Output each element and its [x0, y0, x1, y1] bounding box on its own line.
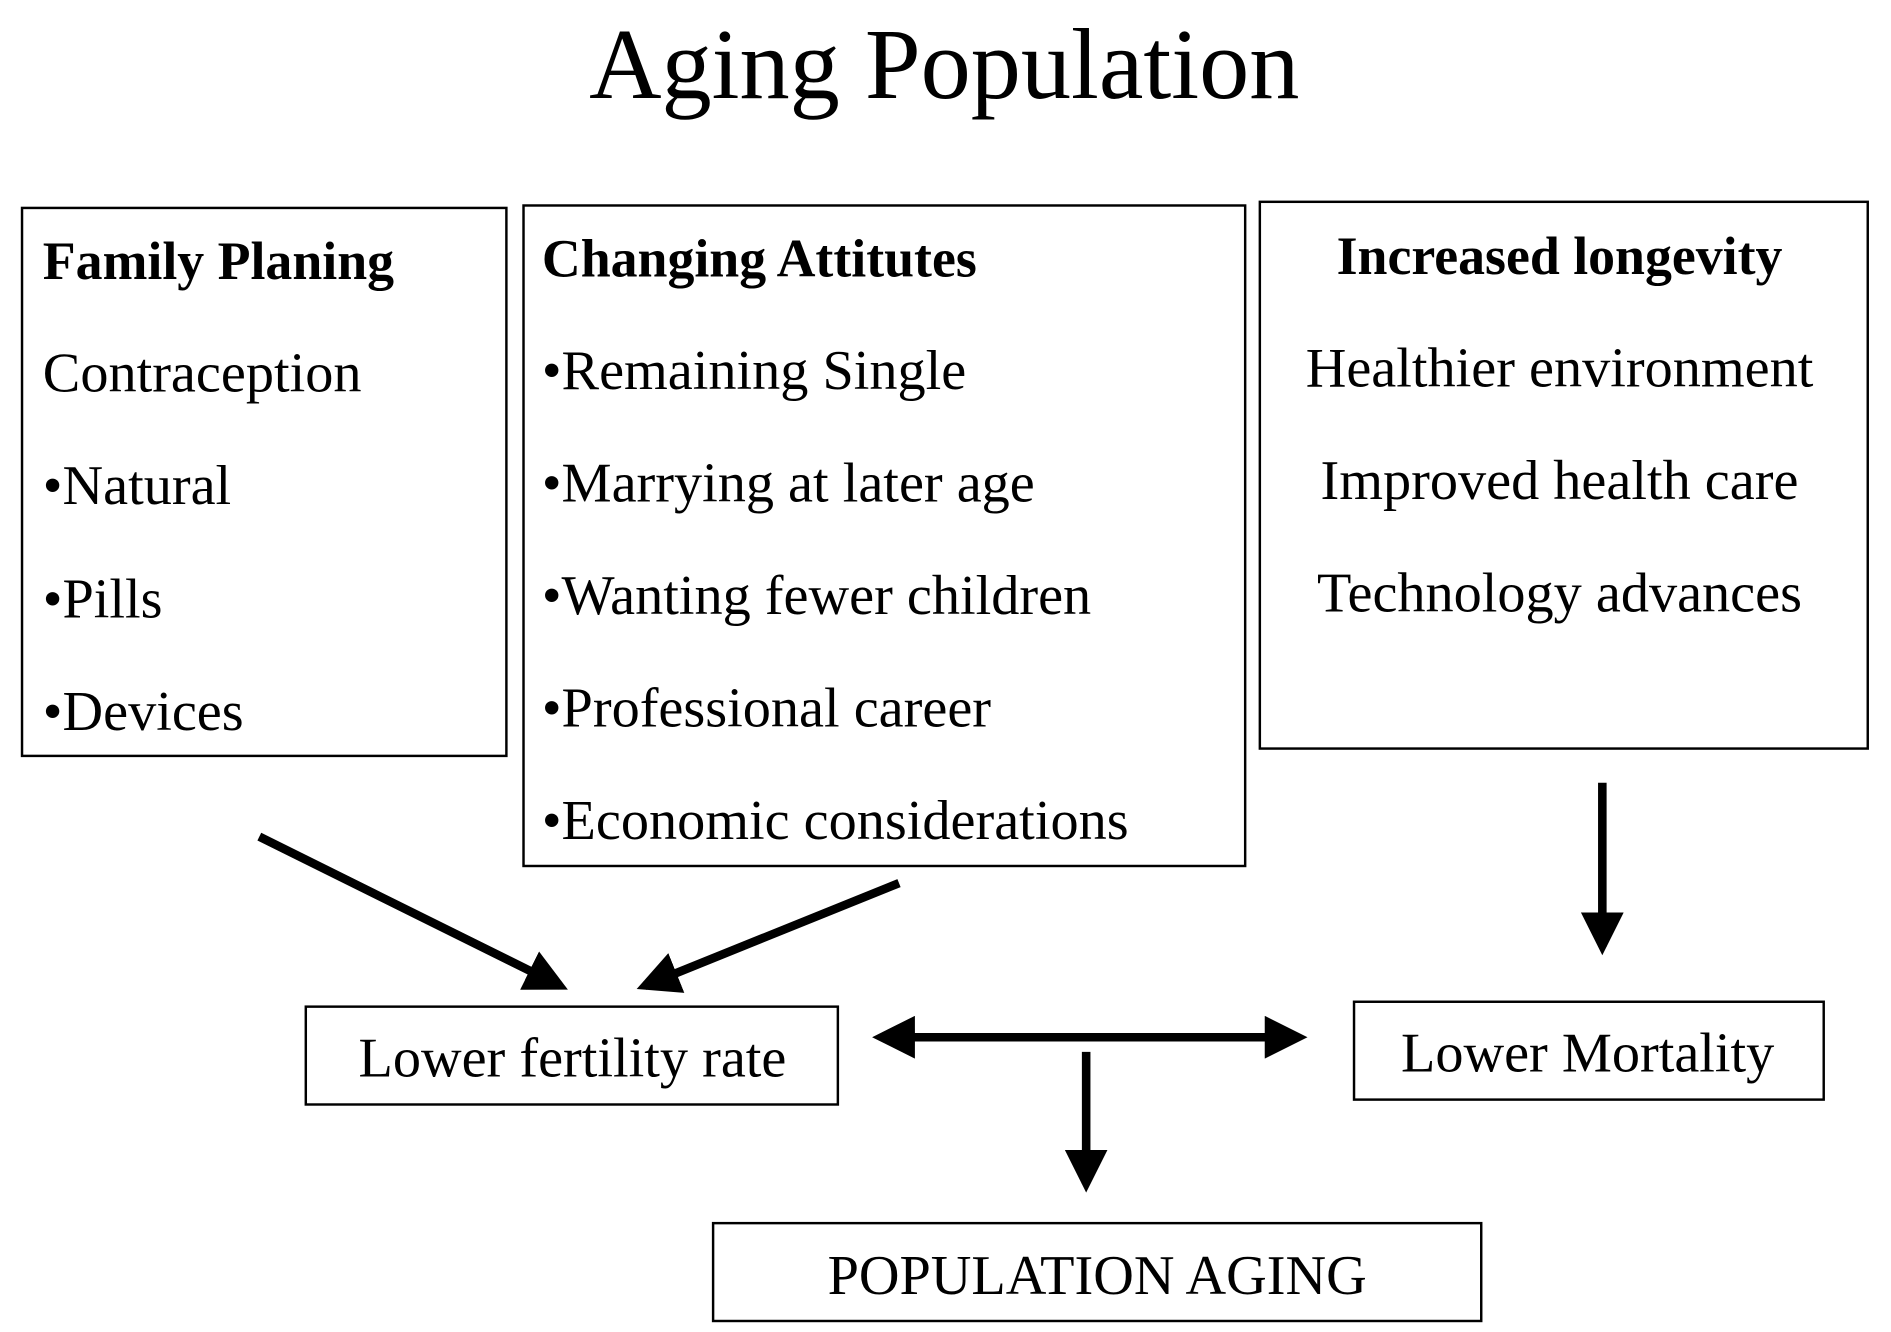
box-item: Contraception — [43, 342, 362, 404]
result-label: POPULATION AGING — [828, 1245, 1367, 1307]
box-item: •Professional career — [542, 678, 991, 740]
arrow — [257, 832, 568, 990]
box-item: •Remaining Single — [542, 340, 966, 402]
box-title: Changing Attitutes — [542, 228, 977, 288]
box-item: Healthier environment — [1306, 338, 1814, 400]
box-changing-attitudes — [522, 204, 1247, 868]
box-item: •Devices — [43, 681, 244, 743]
box-item: Improved health care — [1321, 450, 1799, 512]
outcome-label: Lower Mortality — [1401, 1022, 1774, 1084]
box-title: Family Planing — [43, 231, 394, 291]
box-item: •Wanting fewer children — [542, 565, 1091, 627]
box-fertility — [304, 1005, 840, 1106]
box-title: Increased longevity — [1337, 226, 1783, 286]
box-longevity — [1258, 200, 1869, 750]
box-item: •Economic considerations — [542, 790, 1129, 852]
outcome-label: Lower fertility rate — [358, 1027, 786, 1089]
box-item: •Natural — [43, 455, 231, 517]
box-item: Technology advances — [1317, 563, 1802, 625]
box-family-planning — [20, 206, 508, 758]
box-mortality — [1352, 1000, 1825, 1101]
arrow — [636, 879, 901, 993]
box-result — [711, 1221, 1483, 1323]
title: Aging Population — [589, 9, 1299, 120]
box-item: •Marrying at later age — [542, 452, 1035, 514]
box-item: •Pills — [43, 569, 163, 631]
